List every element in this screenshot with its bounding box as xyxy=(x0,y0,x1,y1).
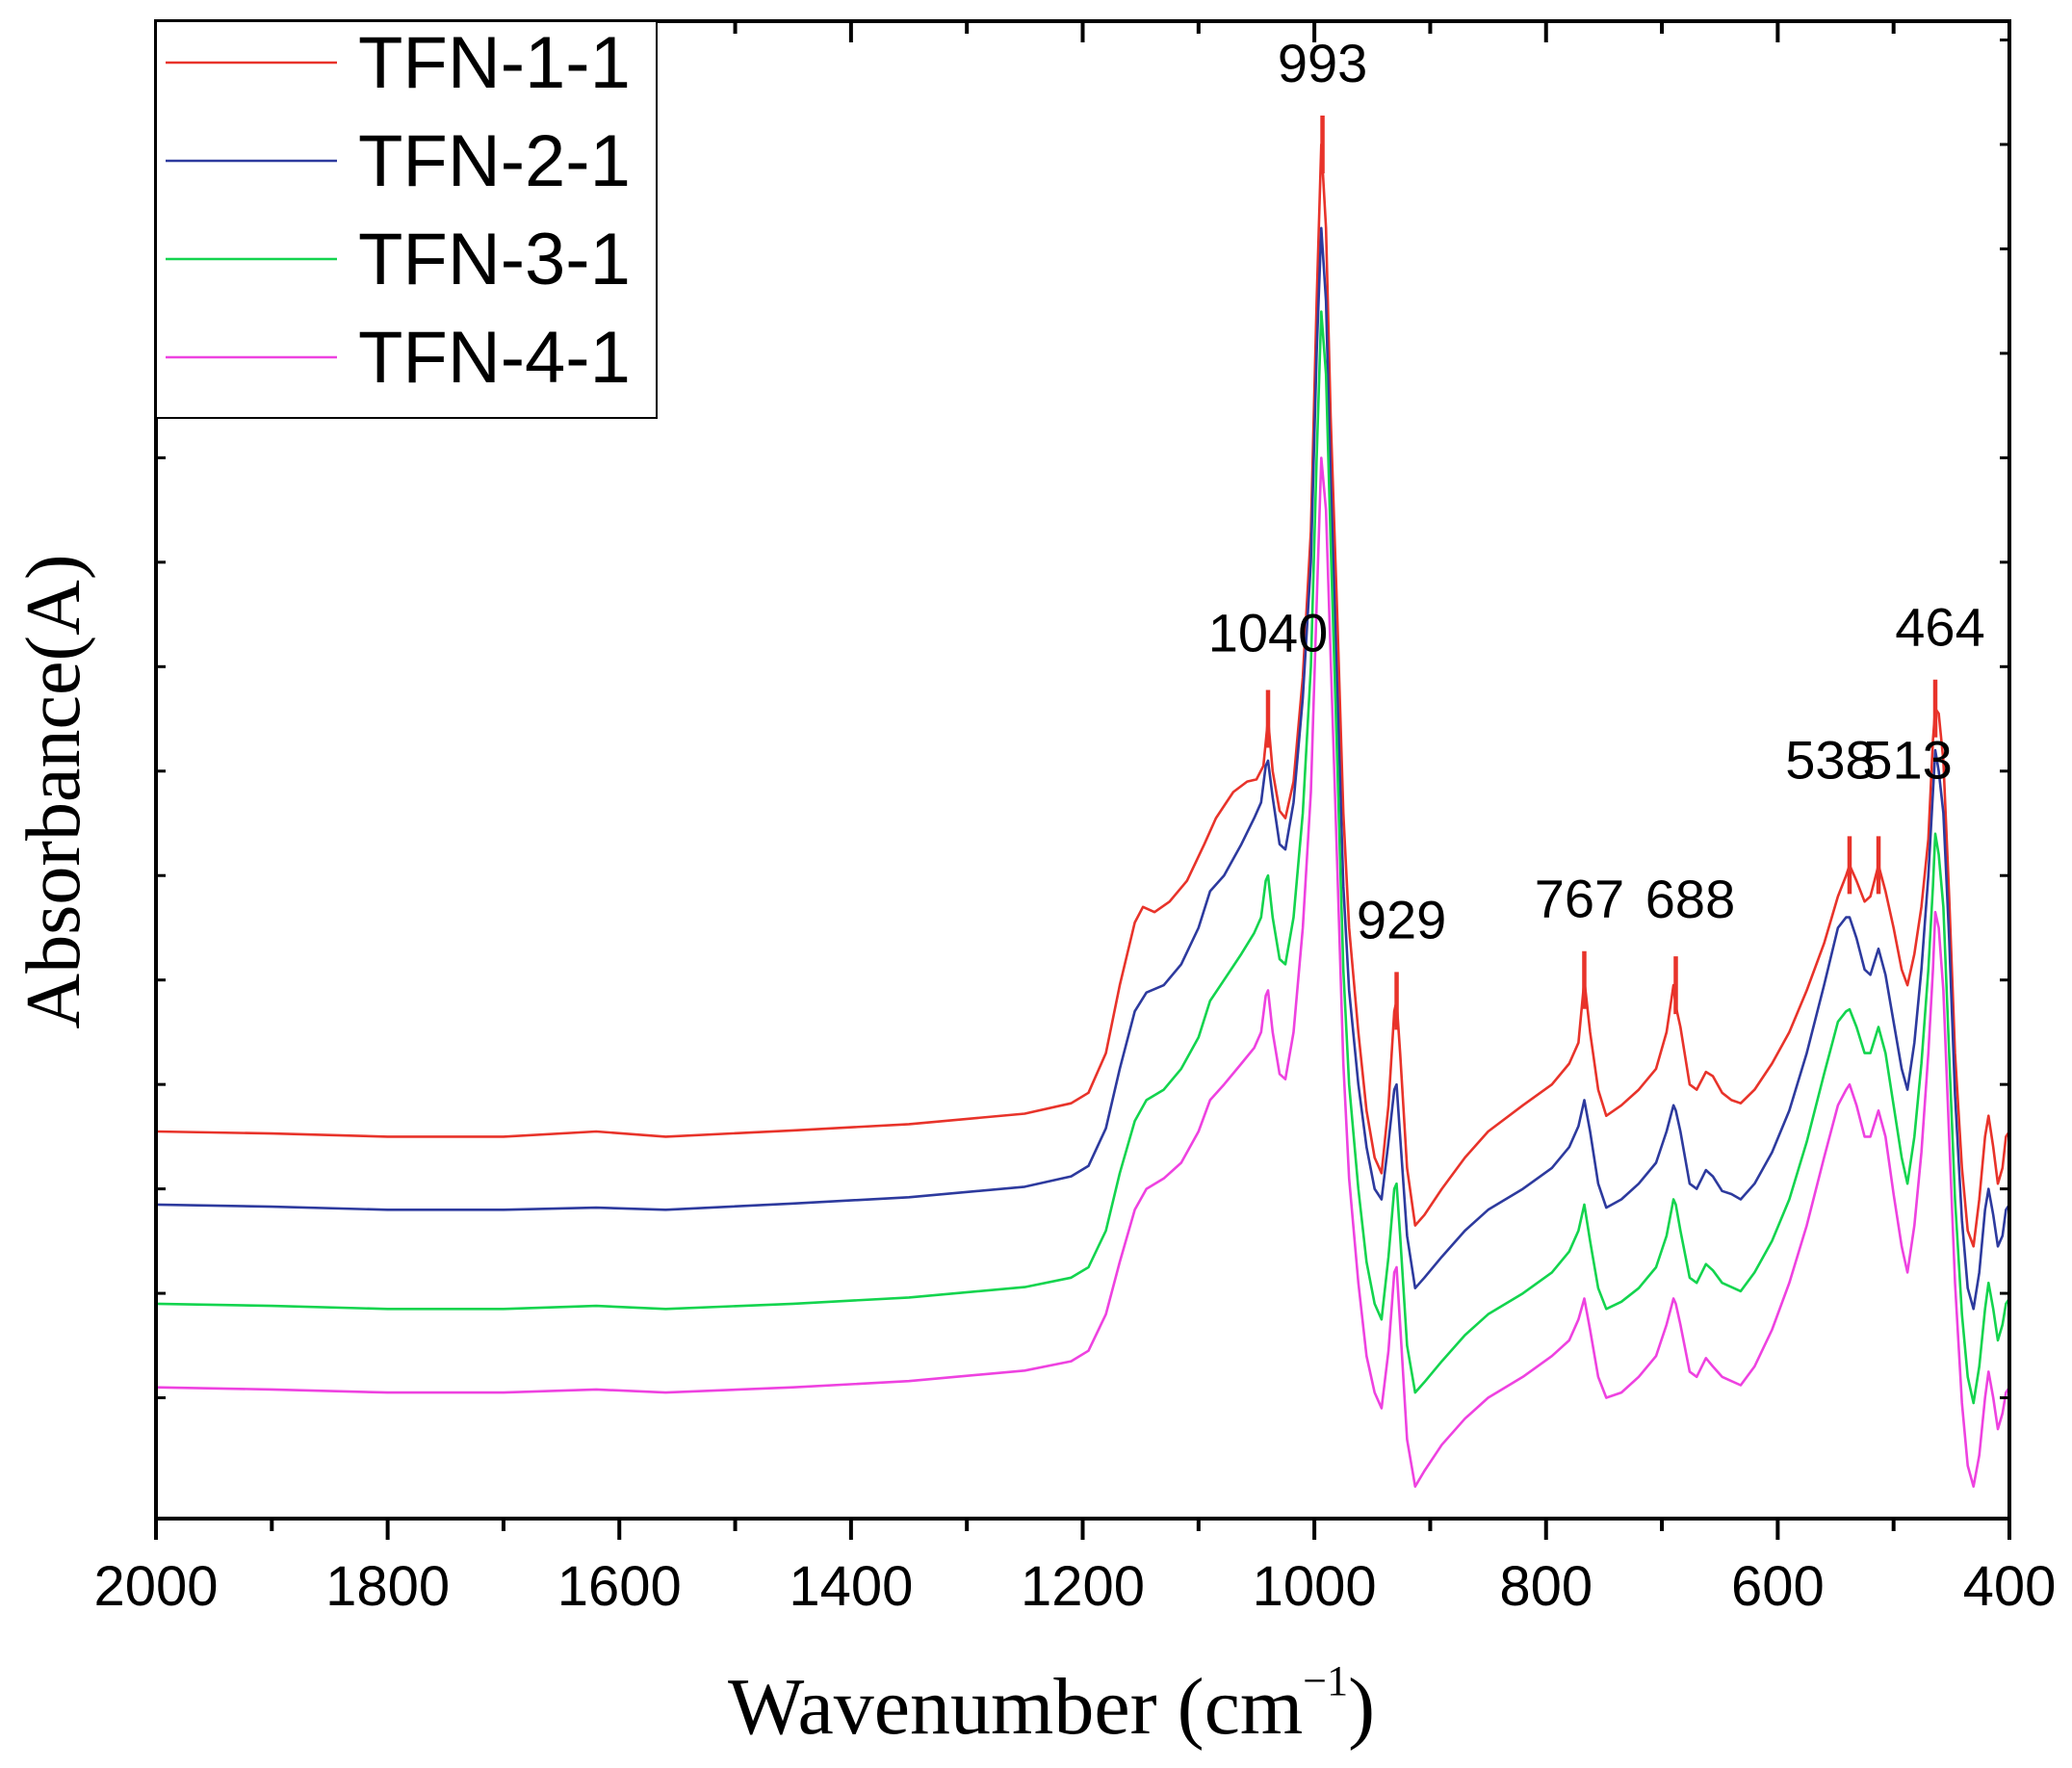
x-axis-title-main: Wavenumber (cm xyxy=(728,1662,1303,1752)
x-tick-label-2000: 2000 xyxy=(93,1555,218,1618)
x-tick-label-1000: 1000 xyxy=(1253,1555,1377,1618)
legend-label-tfn-4-1: TFN-4-1 xyxy=(358,317,631,399)
x-tick-label-1400: 1400 xyxy=(789,1555,913,1618)
legend: TFN-1-1 TFN-2-1 TFN-3-1 TFN-4-1 xyxy=(155,20,658,419)
x-axis-title: Wavenumber (cm−1) xyxy=(728,1657,1375,1752)
x-tick-label-1200: 1200 xyxy=(1021,1555,1145,1618)
peak-label-1040: 1040 xyxy=(1208,603,1329,663)
y-axis-title: Absorbance(A) xyxy=(12,554,96,1028)
series-line-tfn-4-1 xyxy=(154,456,2011,1488)
x-tick-label-600: 600 xyxy=(1731,1555,1825,1618)
peak-label-538: 538 xyxy=(1785,729,1875,790)
x-axis-title-superscript: −1 xyxy=(1303,1657,1348,1704)
series-line-tfn-3-1 xyxy=(154,310,2011,1405)
series-layer xyxy=(154,143,2011,1488)
x-axis: 2000 1800 1600 1400 1200 1000 800 600 400 xyxy=(93,21,2056,1618)
series-line-tfn-2-1 xyxy=(154,226,2011,1311)
peak-label-513: 513 xyxy=(1862,729,1952,790)
peak-label-929: 929 xyxy=(1357,889,1446,949)
x-tick-label-400: 400 xyxy=(1963,1555,2057,1618)
x-tick-label-800: 800 xyxy=(1499,1555,1593,1618)
series-line-tfn-1-1 xyxy=(154,143,2011,1248)
x-tick-label-1800: 1800 xyxy=(325,1555,450,1618)
legend-label-tfn-2-1: TFN-2-1 xyxy=(358,120,631,202)
legend-label-tfn-1-1: TFN-1-1 xyxy=(358,22,631,104)
legend-box xyxy=(155,20,658,419)
peak-label-993: 993 xyxy=(1278,33,1367,93)
peak-label-464: 464 xyxy=(1895,597,1984,658)
legend-label-tfn-3-1: TFN-3-1 xyxy=(358,219,631,300)
peak-label-688: 688 xyxy=(1645,869,1735,929)
x-axis-title-close: ) xyxy=(1348,1662,1375,1752)
peak-label-767: 767 xyxy=(1535,869,1624,929)
x-tick-label-1600: 1600 xyxy=(557,1555,682,1618)
